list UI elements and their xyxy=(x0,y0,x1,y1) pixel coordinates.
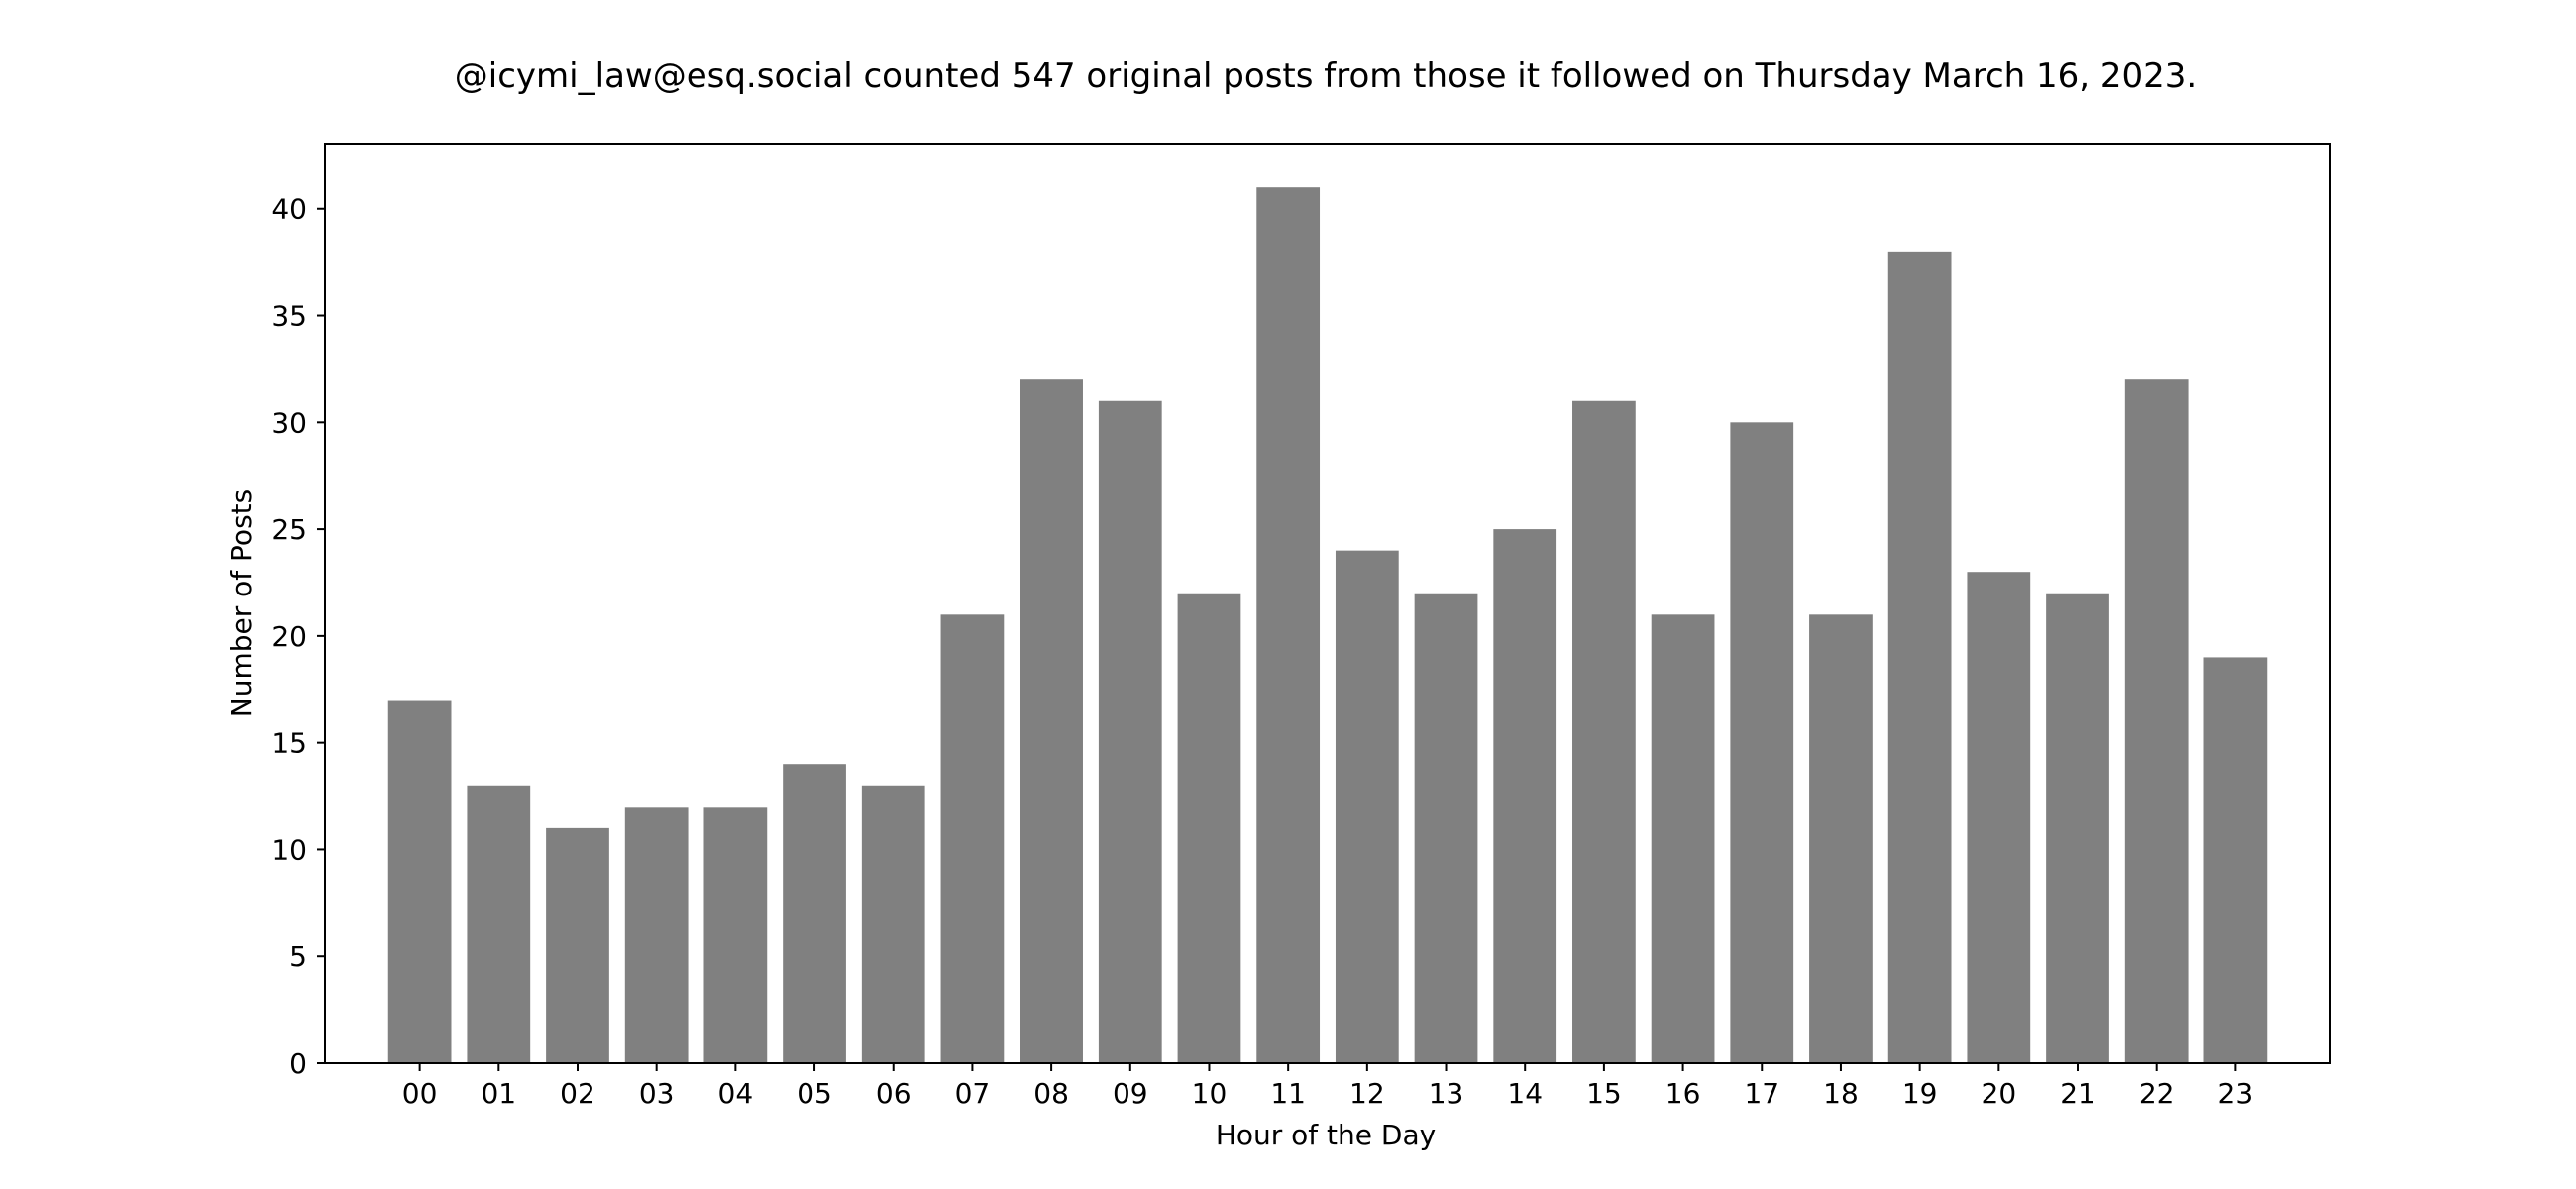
x-tick-label: 13 xyxy=(1429,1077,1464,1110)
bar-06 xyxy=(861,785,925,1063)
x-tick-label: 10 xyxy=(1192,1077,1228,1110)
y-tick-label: 20 xyxy=(271,620,307,653)
bar-02 xyxy=(546,827,609,1063)
bar-14 xyxy=(1493,529,1557,1063)
bar-13 xyxy=(1414,593,1478,1063)
bar-09 xyxy=(1098,400,1162,1063)
bar-11 xyxy=(1256,187,1321,1063)
chart-title: @icymi_law@esq.social counted 547 origin… xyxy=(455,56,2197,96)
x-tick-label: 12 xyxy=(1349,1077,1385,1110)
bar-04 xyxy=(703,807,768,1063)
bar-15 xyxy=(1572,400,1636,1063)
bar-20 xyxy=(1967,572,2031,1063)
bar-00 xyxy=(387,700,452,1063)
y-tick-label: 25 xyxy=(271,513,307,546)
bar-19 xyxy=(1887,251,1952,1063)
bar-21 xyxy=(2046,593,2109,1063)
x-tick-label: 20 xyxy=(1982,1077,2017,1110)
bar-08 xyxy=(1020,379,1083,1063)
y-axis-ticks: 0 5 10 15 20 25 30 35 40 xyxy=(271,193,325,1080)
x-tick-label: 21 xyxy=(2060,1077,2095,1110)
bar-22 xyxy=(2124,379,2189,1063)
x-tick-label: 14 xyxy=(1507,1077,1543,1110)
y-tick-label: 0 xyxy=(289,1047,307,1080)
x-tick-label: 00 xyxy=(402,1077,438,1110)
bar-10 xyxy=(1177,593,1241,1063)
x-tick-label: 19 xyxy=(1902,1077,1938,1110)
bar-18 xyxy=(1809,614,1873,1063)
bar-23 xyxy=(2203,657,2268,1063)
x-tick-label: 02 xyxy=(560,1077,595,1110)
x-tick-label: 18 xyxy=(1823,1077,1859,1110)
x-tick-label: 05 xyxy=(797,1077,832,1110)
bar-07 xyxy=(940,614,1005,1063)
x-tick-label: 15 xyxy=(1586,1077,1622,1110)
x-tick-label: 06 xyxy=(876,1077,912,1110)
x-tick-label: 16 xyxy=(1665,1077,1701,1110)
y-tick-label: 10 xyxy=(271,833,307,866)
bar-17 xyxy=(1730,422,1794,1063)
x-tick-label: 01 xyxy=(481,1077,516,1110)
x-tick-label: 03 xyxy=(639,1077,675,1110)
bar-16 xyxy=(1651,614,1715,1063)
x-tick-label: 08 xyxy=(1033,1077,1069,1110)
bar-12 xyxy=(1335,550,1399,1063)
y-tick-label: 40 xyxy=(271,193,307,226)
x-tick-label: 17 xyxy=(1744,1077,1779,1110)
bar-01 xyxy=(467,785,531,1063)
x-tick-label: 11 xyxy=(1270,1077,1306,1110)
x-tick-label: 22 xyxy=(2139,1077,2175,1110)
x-tick-label: 07 xyxy=(955,1077,991,1110)
y-tick-label: 35 xyxy=(271,300,307,333)
bar-03 xyxy=(624,807,689,1063)
bars-group xyxy=(387,187,2268,1063)
x-tick-label: 23 xyxy=(2218,1077,2254,1110)
y-axis-label: Number of Posts xyxy=(225,489,258,717)
y-tick-label: 5 xyxy=(289,940,307,973)
x-tick-label: 09 xyxy=(1113,1077,1148,1110)
x-tick-label: 04 xyxy=(718,1077,754,1110)
bar-05 xyxy=(783,764,846,1063)
x-axis-ticks: 00 01 02 03 04 05 06 07 08 09 10 11 12 13 14 15 16 17 18 19… xyxy=(402,1063,2253,1110)
y-tick-label: 15 xyxy=(271,727,307,760)
y-tick-label: 30 xyxy=(271,406,307,439)
x-axis-label: Hour of the Day xyxy=(1216,1119,1436,1151)
plot-area-frame xyxy=(324,143,2331,1064)
